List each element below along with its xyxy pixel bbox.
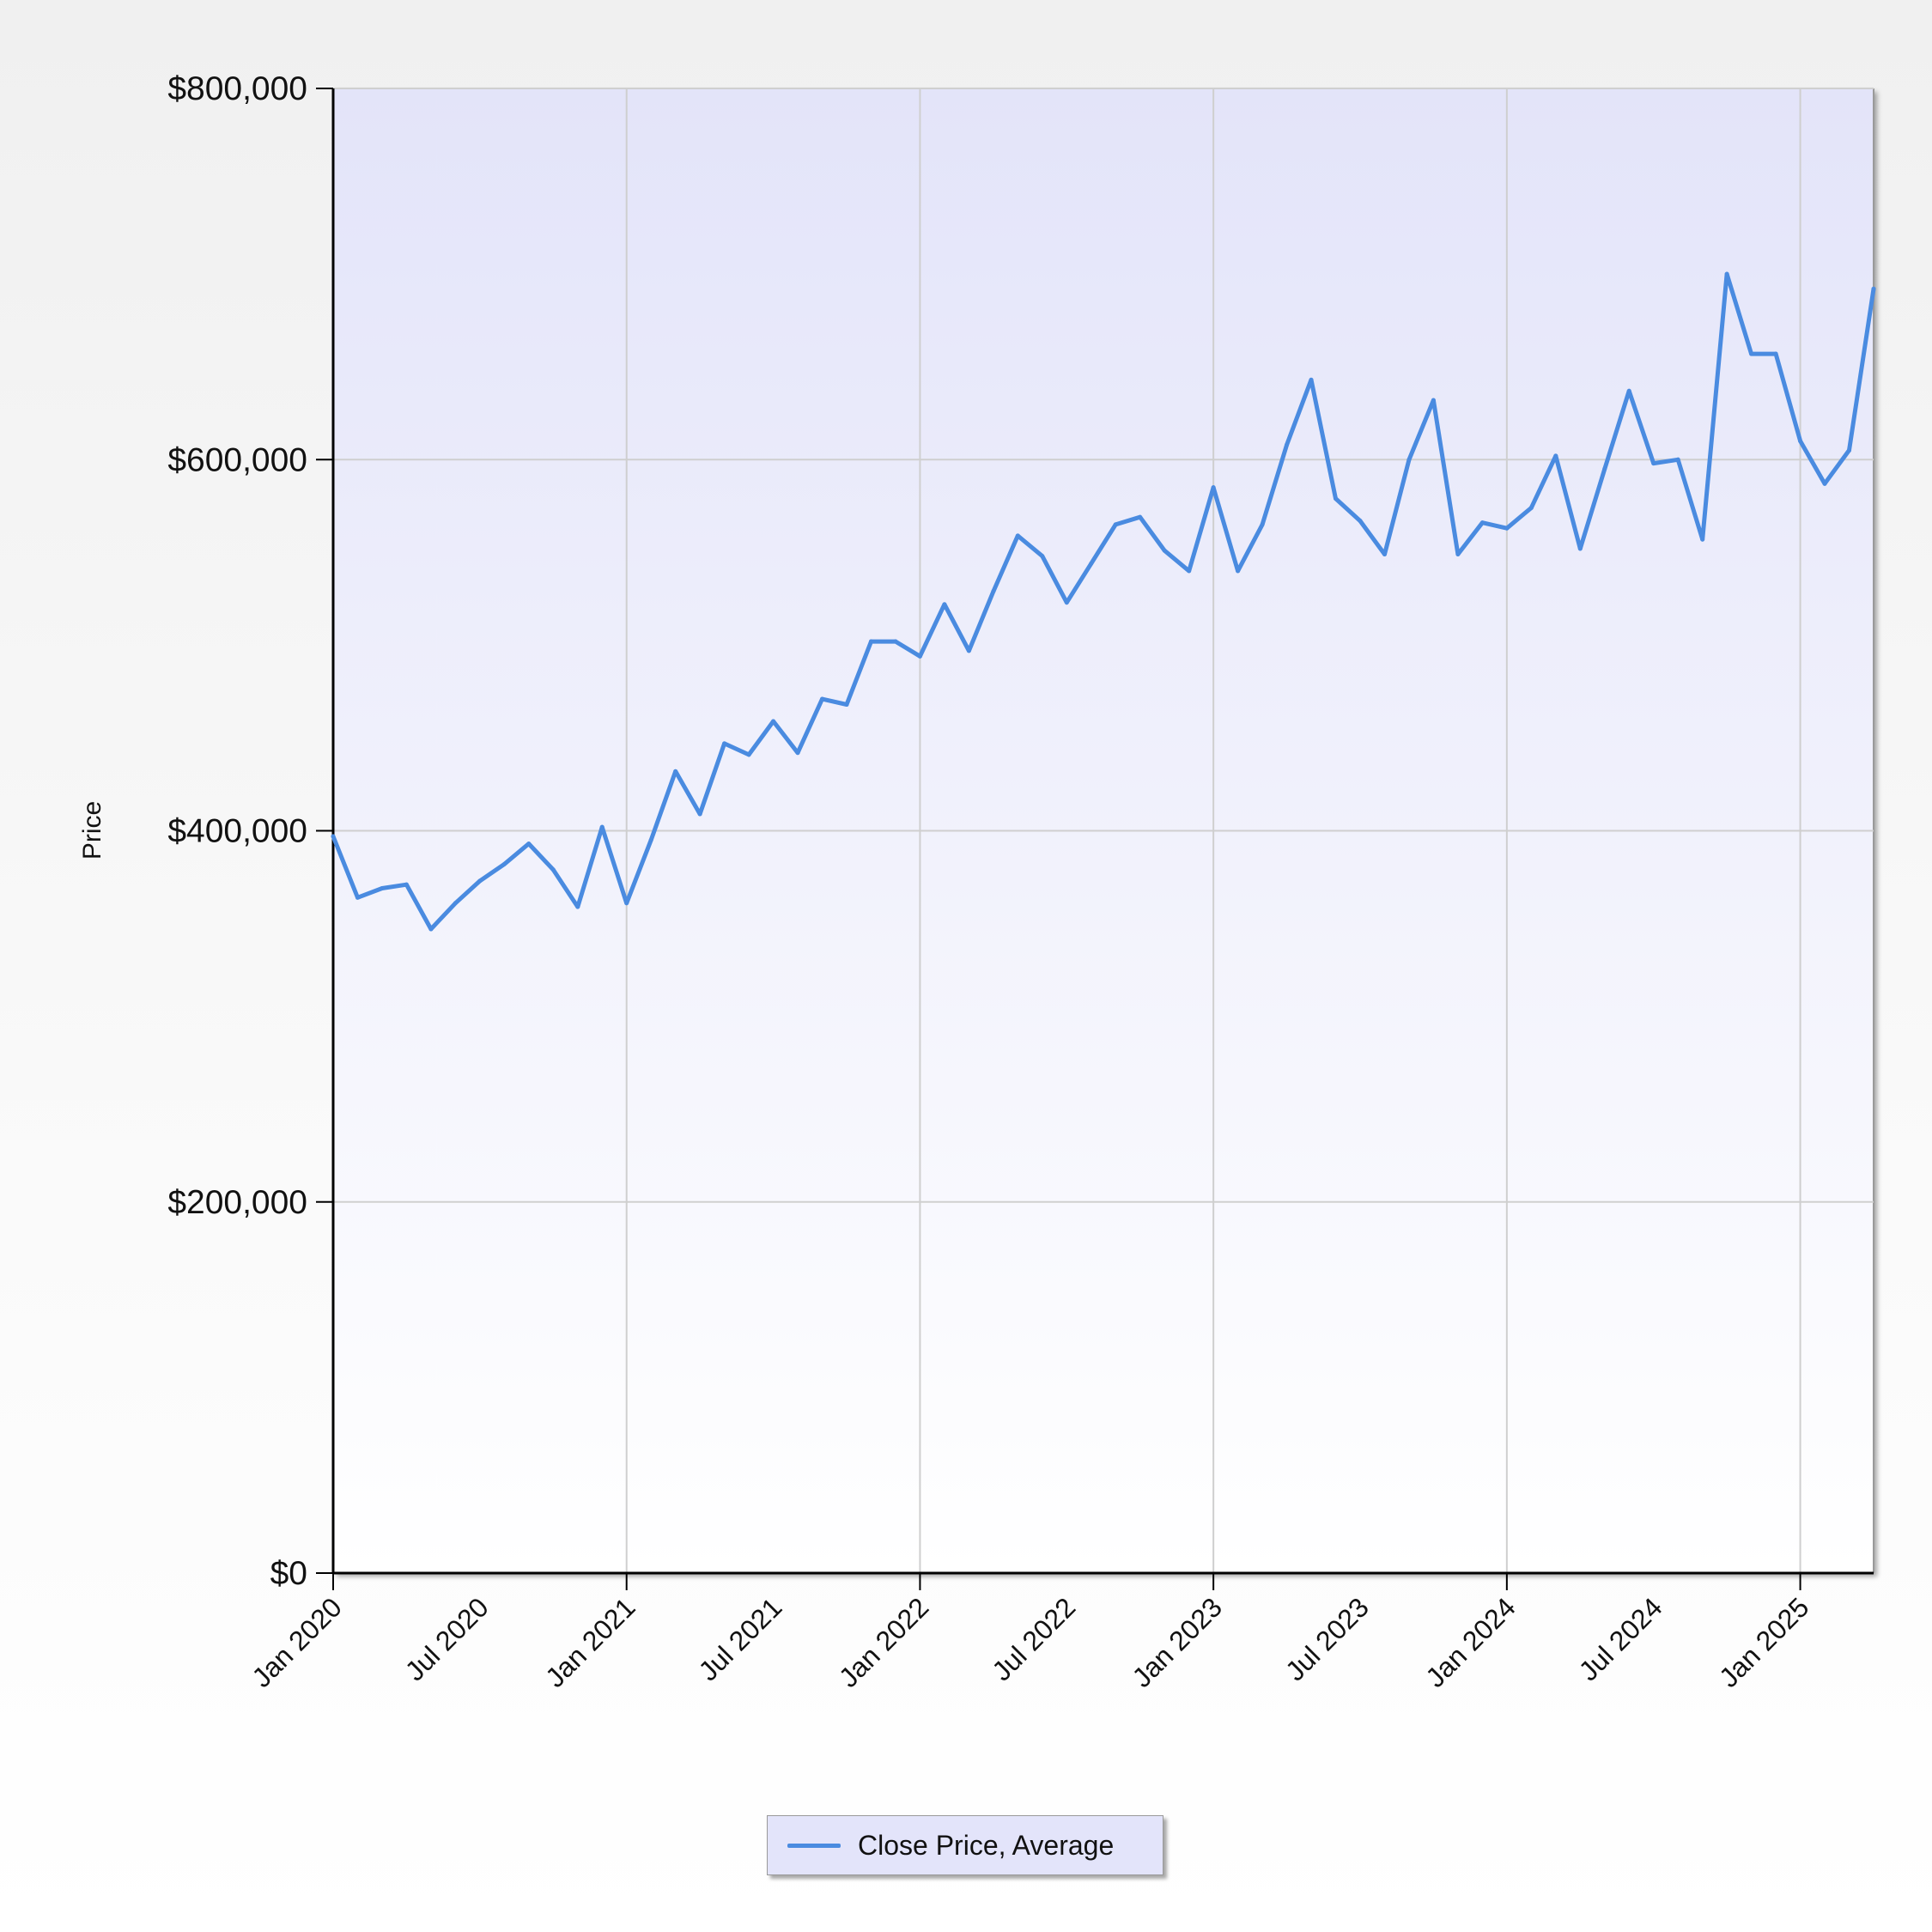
data-point bbox=[428, 927, 434, 932]
data-point bbox=[1749, 351, 1754, 356]
legend-swatch bbox=[787, 1843, 841, 1848]
data-point bbox=[1211, 485, 1216, 490]
data-point bbox=[722, 741, 727, 746]
x-tick-label: Jan 2022 bbox=[833, 1591, 935, 1693]
data-point bbox=[501, 861, 507, 866]
data-point bbox=[1871, 286, 1876, 291]
data-point bbox=[453, 901, 458, 906]
data-point bbox=[795, 750, 800, 756]
data-point bbox=[1040, 554, 1045, 559]
x-tick-label: Jul 2024 bbox=[1573, 1591, 1668, 1686]
x-tick-label: Jul 2022 bbox=[986, 1591, 1081, 1686]
data-point bbox=[1138, 514, 1143, 519]
x-tick-label: Jul 2023 bbox=[1279, 1591, 1375, 1686]
data-point bbox=[1651, 461, 1656, 466]
data-point bbox=[1504, 526, 1510, 531]
data-point bbox=[624, 901, 629, 906]
data-point bbox=[1528, 505, 1534, 510]
data-point bbox=[1089, 561, 1094, 566]
data-point bbox=[1798, 439, 1803, 444]
data-point bbox=[1479, 520, 1485, 526]
y-axis-title: Price bbox=[78, 801, 106, 860]
y-axis-ticks: $0 $200,000 $400,000 $600,000 $800,000 bbox=[167, 70, 333, 1592]
data-point bbox=[966, 648, 971, 653]
data-point bbox=[1847, 447, 1852, 453]
data-point bbox=[1675, 457, 1680, 462]
data-point bbox=[942, 602, 947, 607]
data-point bbox=[697, 811, 702, 817]
data-point bbox=[1334, 496, 1339, 501]
data-point bbox=[477, 878, 483, 884]
data-point bbox=[1553, 453, 1558, 459]
data-point bbox=[1406, 457, 1412, 462]
data-point bbox=[868, 639, 873, 644]
legend-label: Close Price, Average bbox=[858, 1829, 1115, 1861]
data-point bbox=[1113, 522, 1118, 527]
data-point bbox=[1822, 481, 1827, 486]
grid-lines bbox=[333, 88, 1874, 1573]
data-point bbox=[1602, 466, 1607, 471]
data-point bbox=[526, 841, 532, 847]
data-point bbox=[991, 589, 996, 594]
data-point bbox=[1285, 442, 1290, 447]
data-point bbox=[1236, 568, 1241, 574]
data-point bbox=[1358, 519, 1363, 524]
data-point bbox=[1455, 551, 1461, 556]
x-tick-label: Jan 2023 bbox=[1127, 1591, 1229, 1693]
data-point bbox=[1187, 568, 1192, 574]
data-point bbox=[355, 895, 360, 900]
data-point bbox=[404, 882, 409, 887]
x-tick-label: Jan 2025 bbox=[1713, 1591, 1815, 1693]
data-point bbox=[673, 769, 678, 774]
data-point bbox=[1382, 551, 1387, 556]
data-point bbox=[599, 824, 605, 829]
data-point bbox=[1577, 546, 1583, 551]
y-tick-label: $400,000 bbox=[167, 813, 307, 850]
data-point bbox=[1309, 377, 1314, 382]
x-tick-label: Jul 2020 bbox=[399, 1591, 495, 1686]
data-point bbox=[1162, 548, 1167, 553]
x-tick-label: Jan 2020 bbox=[246, 1591, 348, 1693]
series-layer bbox=[331, 271, 1876, 932]
data-point bbox=[1700, 537, 1705, 542]
data-point bbox=[648, 837, 653, 842]
data-point bbox=[820, 696, 825, 702]
data-point bbox=[1260, 522, 1265, 527]
data-point bbox=[1724, 271, 1729, 276]
y-tick-label: $200,000 bbox=[167, 1184, 307, 1221]
series-line bbox=[331, 271, 1876, 932]
x-axis-ticks: Jan 2020 Jul 2020 Jan 2021 Jul 2021 Jan 2022… bbox=[246, 1573, 1815, 1693]
data-point bbox=[331, 834, 336, 839]
y-tick-label: $600,000 bbox=[167, 441, 307, 478]
y-tick-label: $800,000 bbox=[167, 70, 307, 107]
data-point bbox=[575, 904, 580, 909]
data-point bbox=[771, 719, 776, 724]
data-point bbox=[1015, 533, 1020, 538]
x-tick-label: Jul 2021 bbox=[693, 1591, 788, 1686]
data-point bbox=[746, 752, 751, 757]
data-point bbox=[1064, 600, 1069, 605]
data-point bbox=[1773, 351, 1778, 356]
legend: Close Price, Average bbox=[767, 1815, 1163, 1875]
data-point bbox=[917, 653, 922, 659]
data-point bbox=[380, 885, 385, 890]
x-tick-label: Jan 2024 bbox=[1419, 1591, 1522, 1693]
y-tick-label: $0 bbox=[270, 1555, 307, 1592]
data-point bbox=[893, 639, 898, 644]
data-point bbox=[550, 867, 556, 872]
x-tick-label: Jan 2021 bbox=[539, 1591, 641, 1693]
data-point bbox=[1431, 398, 1436, 403]
data-point bbox=[844, 702, 849, 708]
data-point bbox=[1626, 388, 1631, 393]
